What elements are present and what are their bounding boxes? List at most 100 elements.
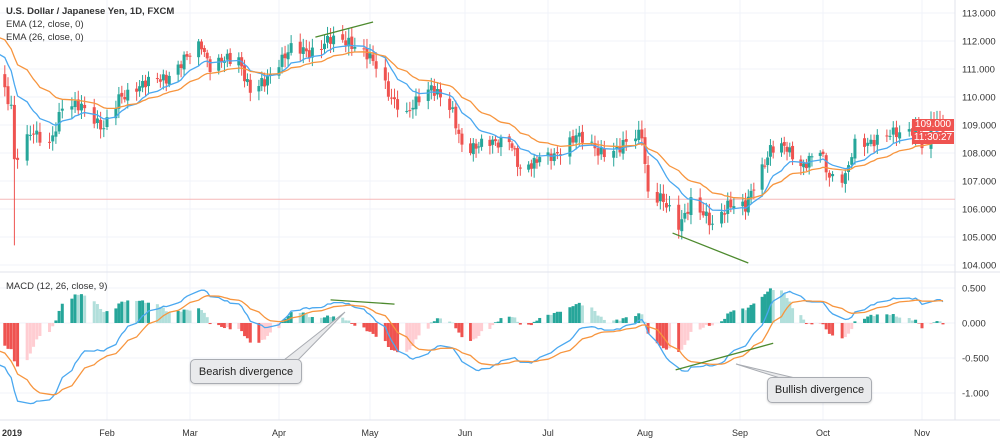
candle-up bbox=[704, 202, 708, 224]
candle-up bbox=[323, 34, 326, 54]
candle-body bbox=[701, 211, 705, 216]
candle-body bbox=[99, 119, 103, 130]
macd-histogram-bar bbox=[496, 321, 500, 323]
candle-down bbox=[516, 145, 520, 177]
candle-body bbox=[780, 143, 783, 153]
candle-up bbox=[568, 131, 572, 165]
macd-histogram-bar bbox=[310, 316, 314, 323]
candle-down bbox=[549, 148, 553, 170]
candle-up bbox=[310, 38, 314, 67]
candle-body bbox=[546, 152, 550, 157]
candle-body bbox=[493, 139, 497, 142]
candle-down bbox=[144, 74, 148, 96]
macd-histogram-bar bbox=[277, 323, 281, 329]
candle-down bbox=[821, 149, 825, 158]
candle-body bbox=[60, 108, 64, 111]
macd-histogram-bar bbox=[362, 323, 366, 328]
candle-body bbox=[182, 54, 186, 70]
candle-body bbox=[371, 54, 375, 62]
candle-body bbox=[532, 157, 536, 169]
macd-histogram-bar bbox=[73, 294, 77, 323]
candle-down bbox=[202, 45, 206, 57]
macd-histogram-bar bbox=[741, 308, 745, 323]
candle-body bbox=[869, 139, 873, 144]
candle-up bbox=[28, 125, 32, 141]
macd-histogram-bar bbox=[389, 323, 393, 351]
macd-histogram-bar bbox=[25, 323, 29, 361]
candle-body bbox=[827, 172, 831, 178]
macd-histogram-bar bbox=[429, 322, 433, 324]
candle-up bbox=[768, 139, 772, 166]
candle-down bbox=[188, 53, 192, 65]
candle-body bbox=[729, 199, 733, 208]
candle-down bbox=[454, 100, 458, 135]
macd-histogram-bar bbox=[701, 323, 705, 328]
time-axis-label: Apr bbox=[272, 428, 286, 438]
candle-body bbox=[323, 43, 326, 50]
macd-histogram-bar bbox=[850, 323, 854, 330]
macd-histogram-bar bbox=[516, 321, 520, 323]
candle-body bbox=[768, 145, 772, 157]
candle-up bbox=[810, 153, 814, 167]
candle-body bbox=[245, 79, 249, 83]
time-axis-label: Sep bbox=[732, 428, 748, 438]
candle-down bbox=[686, 202, 690, 221]
macd-histogram-bar bbox=[847, 323, 851, 334]
candle-body bbox=[791, 145, 795, 160]
candle-body bbox=[161, 74, 165, 81]
candle-up bbox=[668, 195, 672, 212]
candle-up bbox=[637, 120, 641, 143]
macd-histogram-bar bbox=[480, 323, 484, 332]
candle-body bbox=[319, 48, 323, 50]
candle-body bbox=[788, 147, 792, 153]
candle-body bbox=[907, 129, 911, 132]
candle-body bbox=[686, 211, 690, 214]
candle-body bbox=[707, 212, 711, 226]
macd-histogram-bar bbox=[749, 304, 753, 323]
bullish-divergence-callout[interactable]: Bullish divergence bbox=[767, 377, 872, 403]
candle-body bbox=[9, 104, 13, 106]
candle-body bbox=[344, 40, 348, 46]
candle-body bbox=[38, 131, 42, 143]
macd-histogram-bar bbox=[529, 323, 533, 326]
macd-histogram-bar bbox=[780, 290, 783, 323]
macd-histogram-bar bbox=[723, 318, 727, 323]
candle-body bbox=[661, 193, 665, 202]
price-trendline bbox=[315, 21, 374, 38]
candle-body bbox=[898, 132, 902, 139]
candle-down bbox=[763, 159, 767, 169]
macd-histogram-bar bbox=[28, 323, 32, 354]
candle-up bbox=[9, 95, 13, 110]
candle-up bbox=[538, 152, 542, 167]
macd-histogram-bar bbox=[454, 323, 458, 329]
candle-up bbox=[720, 203, 724, 228]
candle-up bbox=[741, 193, 745, 216]
candle-down bbox=[179, 60, 183, 78]
candle-down bbox=[701, 202, 705, 218]
macd-histogram-bar bbox=[799, 315, 803, 323]
candle-body bbox=[804, 162, 808, 169]
macd-histogram-bar bbox=[818, 323, 822, 324]
candle-up bbox=[907, 122, 911, 137]
macd-histogram-bar bbox=[344, 320, 348, 323]
candle-body bbox=[689, 197, 693, 215]
candle-body bbox=[891, 127, 895, 135]
macd-histogram-bar bbox=[634, 316, 638, 323]
candle-down bbox=[304, 39, 308, 58]
candle-down bbox=[824, 152, 828, 181]
bearish-divergence-callout[interactable]: Bearish divergence bbox=[190, 359, 302, 384]
macd-histogram-bar bbox=[60, 303, 64, 323]
macd-histogram-bar bbox=[158, 306, 162, 323]
candle-down bbox=[518, 164, 522, 176]
candle-down bbox=[350, 27, 354, 56]
candle-down bbox=[248, 73, 252, 102]
price-legend: U.S. Dollar / Japanese Yen, 1D, FXCM EMA… bbox=[6, 5, 174, 44]
candle-down bbox=[341, 25, 345, 43]
candle-body bbox=[518, 167, 522, 169]
candle-body bbox=[3, 74, 7, 88]
candle-up bbox=[141, 75, 145, 93]
candle-up bbox=[766, 151, 770, 173]
macd-histogram-bar bbox=[493, 322, 497, 323]
candle-down bbox=[344, 31, 348, 53]
